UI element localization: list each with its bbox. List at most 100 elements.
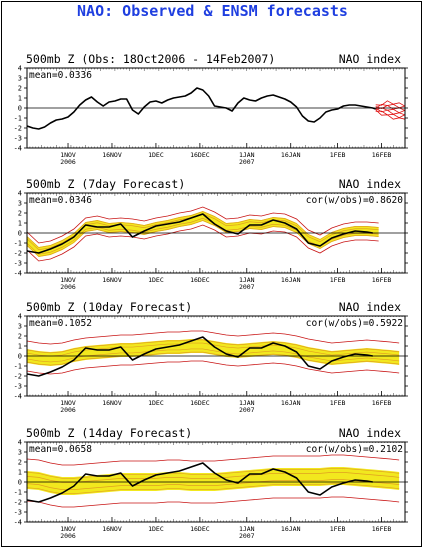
observed-nao-line [27,213,373,254]
y-tick-label: 2 [18,333,22,341]
forecast-member-line [375,109,405,120]
x-tick-label: 16DEC [190,276,210,284]
forecast-member-line [375,107,405,116]
x-tick-year-label: 2006 [60,406,76,414]
x-tick-label: 16NOV [102,151,122,159]
observed-nao-line [27,336,373,377]
panel-header-right: NAO index [339,300,401,314]
nao-panel-2: 500mb Z (7day Forecast) NAO index -4 -3 -2 -1… [14,177,408,291]
plot-area [27,330,400,377]
cor-label-bg [301,317,404,328]
y-tick-label: 0 [18,479,22,487]
ensemble-max-line [27,206,379,244]
cor-label: cor(w/obs)=0.2102 [306,444,403,455]
ensemble-member-line [27,211,379,248]
ensemble-spread-band [27,339,400,366]
ensemble-min-line [27,360,400,375]
x-tick-label: 1JAN [239,151,255,159]
nao-panel-1: 500mb Z (Obs: 18Oct2006 - 14Feb2007) NAO … [14,52,408,166]
y-tick-label: -4 [14,145,22,153]
ensemble-member-line [27,467,400,479]
x-tick-label: 1FEB [330,525,346,533]
y-tick-label: -3 [14,509,22,517]
y-tick-label: -1 [14,240,22,248]
cor-label-bg [301,194,404,205]
x-tick-label: 16JAN [281,151,301,159]
cor-label: cor(w/obs)=0.5922 [306,318,403,329]
y-tick-label: 3 [18,200,22,208]
y-tick-label: 1 [18,220,22,228]
mean-label: mean=0.1052 [29,318,92,329]
x-tick-year-label: 2007 [239,406,255,414]
panel-header-right: NAO index [339,177,401,191]
y-tick-label: 4 [18,65,22,73]
x-tick-year-label: 2007 [239,283,255,291]
y-tick-label: -1 [14,363,22,371]
ensemble-member-line [27,339,400,354]
ensemble-member-line [27,479,400,490]
x-tick-label: 1JAN [239,276,255,284]
ensemble-member-line [27,342,400,357]
plot-area [27,206,379,262]
x-tick-label: 16NOV [102,525,122,533]
y-tick-label: -3 [14,383,22,391]
y-tick-label: -3 [14,260,22,268]
ensemble-max-line [27,454,400,466]
y-tick-label: 4 [18,313,22,321]
observed-nao-line [27,87,376,130]
panel-header-right: NAO index [339,426,401,440]
y-tick-label: -2 [14,499,22,507]
x-tick-label: 1NOV [60,399,76,407]
y-tick-label: 0 [18,105,22,113]
panel-header-left: 500mb Z (14day Forecast) [26,426,192,440]
x-tick-year-label: 2006 [60,532,76,540]
y-tick-label: -1 [14,115,22,123]
x-tick-label: 1JAN [239,525,255,533]
x-tick-label: 1JAN [239,399,255,407]
x-tick-label: 16FEB [372,399,392,407]
y-tick-label: -2 [14,250,22,258]
mean-label: mean=0.0346 [29,195,92,206]
cor-label: cor(w/obs)=0.8620 [306,195,404,206]
x-tick-label: 16JAN [281,276,301,284]
y-tick-label: 3 [18,75,22,83]
forecast-member-line [375,100,405,107]
x-tick-label: 1DEC [148,399,164,407]
ensemble-min-line [27,496,400,508]
x-tick-label: 16FEB [372,525,392,533]
y-tick-label: -3 [14,135,22,143]
y-tick-label: 3 [18,449,22,457]
y-tick-label: 1 [18,343,22,351]
mean-label: mean=0.0658 [29,444,92,455]
x-tick-label: 16FEB [372,276,392,284]
x-tick-label: 1FEB [330,151,346,159]
x-tick-year-label: 2007 [239,532,255,540]
y-tick-label: 4 [18,190,22,198]
ensemble-member-line [27,472,400,483]
x-tick-label: 16NOV [102,276,122,284]
x-tick-year-label: 2006 [60,283,76,291]
y-tick-label: 1 [18,469,22,477]
y-tick-label: 1 [18,95,22,103]
y-tick-label: -1 [14,489,22,497]
x-tick-year-label: 2006 [60,158,76,166]
page-title: NAO: Observed & ENSM forecasts [77,2,348,20]
y-tick-label: 2 [18,210,22,218]
y-tick-label: 0 [18,230,22,238]
y-tick-label: 3 [18,323,22,331]
x-tick-label: 1NOV [60,276,76,284]
panel-header-left: 500mb Z (Obs: 18Oct2006 - 14Feb2007) [26,52,275,66]
ensemble-spread-band [27,211,379,257]
x-tick-label: 16JAN [281,525,301,533]
y-tick-label: 0 [18,353,22,361]
nao-panel-3: 500mb Z (10day Forecast) NAO index -4 -3 -2 -… [14,300,408,414]
x-tick-label: 16DEC [190,525,210,533]
observed-nao-line [27,462,373,503]
panel-header-right: NAO index [339,52,401,66]
x-tick-label: 1DEC [148,151,164,159]
nao-panel-4: 500mb Z (14day Forecast) NAO index -4 -3 -2 -… [14,426,408,540]
y-tick-label: -4 [14,270,22,278]
y-tick-label: -2 [14,373,22,381]
mean-label: mean=0.0336 [29,70,92,81]
